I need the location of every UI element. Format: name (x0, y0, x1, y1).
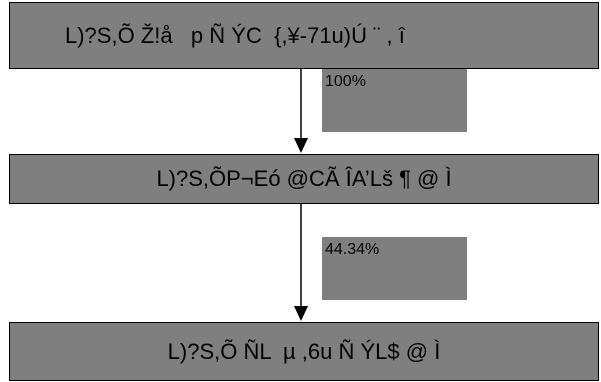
arrow-1 (294, 69, 308, 153)
flow-box-3-label: L)?S,Õ ÑL µ ,6u Ñ ÝL$ @ Ì (167, 338, 441, 364)
percentage-label-2: 44.34% (325, 241, 380, 258)
flow-box-2: L)?S,ÕP¬Eó @CÃ ÎA’Lš ¶ @ Ì (9, 154, 599, 204)
flow-box-1: L)?S,Õ Ž!å p Ñ ÝC {,¥-71u)Ú ¨ , î (9, 2, 599, 69)
percentage-label-1: 100% (325, 73, 366, 90)
percentage-box-2: 44.34% (322, 237, 467, 300)
flow-box-3: L)?S,Õ ÑL µ ,6u Ñ ÝL$ @ Ì (9, 322, 599, 381)
flow-box-1-label: L)?S,Õ Ž!å p Ñ ÝC {,¥-71u)Ú ¨ , î (65, 22, 405, 48)
arrow-2 (294, 204, 308, 321)
flow-box-2-label: L)?S,ÕP¬Eó @CÃ ÎA’Lš ¶ @ Ì (156, 166, 452, 191)
percentage-box-1: 100% (322, 69, 467, 132)
